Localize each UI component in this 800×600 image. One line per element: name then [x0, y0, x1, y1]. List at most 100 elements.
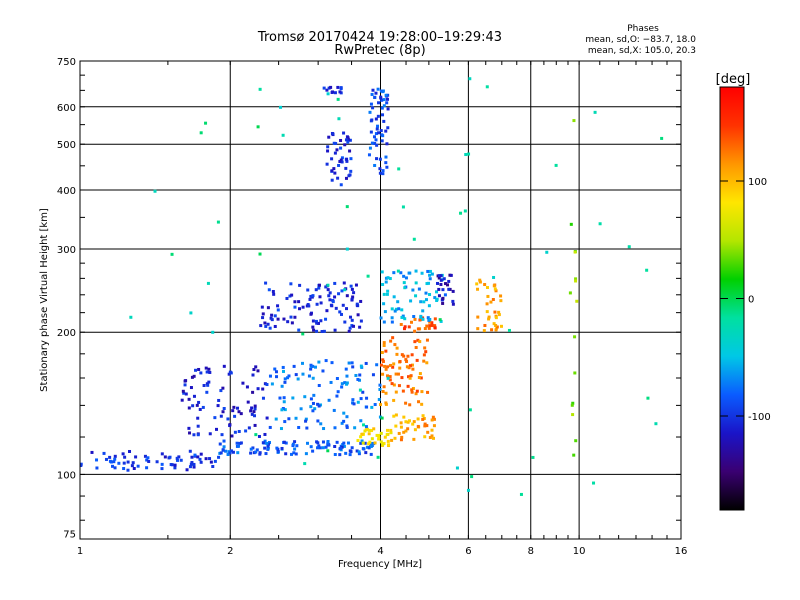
data-point	[237, 410, 241, 414]
data-point	[303, 395, 307, 399]
data-point	[381, 443, 385, 447]
data-point	[263, 382, 267, 386]
data-point	[413, 329, 417, 333]
data-point	[394, 390, 398, 394]
data-point	[379, 89, 383, 93]
data-point	[345, 415, 349, 419]
y-tick-label: 600	[57, 103, 76, 114]
data-point	[291, 442, 295, 446]
data-point	[253, 414, 257, 418]
data-point	[163, 455, 167, 459]
data-point	[379, 316, 383, 320]
data-point	[466, 488, 470, 492]
data-point	[381, 358, 385, 362]
data-point	[341, 303, 345, 307]
data-point	[442, 277, 446, 281]
data-point	[415, 389, 419, 393]
data-point	[227, 372, 231, 376]
data-point	[206, 383, 210, 387]
data-point	[305, 426, 309, 430]
data-point	[271, 289, 275, 293]
data-point	[273, 324, 277, 328]
data-point	[433, 317, 437, 321]
data-point	[187, 397, 191, 401]
data-point	[287, 417, 291, 421]
data-point	[111, 464, 115, 468]
data-point	[327, 398, 331, 402]
data-point	[276, 304, 280, 308]
data-point	[293, 447, 297, 451]
data-point	[335, 377, 339, 381]
y-axis-label: Stationary phase Virtual Height [km]	[39, 208, 50, 392]
data-point	[197, 400, 201, 404]
data-point	[220, 433, 224, 437]
data-point	[419, 314, 423, 318]
data-point	[430, 272, 434, 276]
data-point	[309, 367, 313, 371]
data-point	[342, 411, 346, 415]
data-point	[261, 316, 265, 320]
x-axis-label: Frequency [MHz]	[338, 559, 422, 570]
data-point	[388, 375, 392, 379]
data-point	[268, 441, 272, 445]
data-point	[345, 382, 349, 386]
data-point	[236, 406, 240, 410]
data-point	[160, 452, 164, 456]
data-point	[359, 419, 363, 423]
phases-line-o: mean, sd,O: −83.7, 18.0	[585, 35, 696, 45]
data-point	[224, 449, 228, 453]
data-point	[383, 435, 387, 439]
data-point	[328, 291, 332, 295]
axis-ticks	[79, 60, 682, 539]
data-point	[437, 287, 441, 291]
data-point	[358, 373, 362, 377]
data-point	[402, 430, 406, 434]
data-point	[251, 446, 255, 450]
data-point	[311, 409, 315, 413]
y-tick-label: 300	[57, 245, 76, 256]
data-point	[193, 453, 197, 457]
data-point	[413, 428, 417, 432]
data-point	[377, 436, 381, 440]
data-point	[283, 380, 287, 384]
data-point	[435, 290, 439, 294]
data-point	[292, 451, 296, 455]
data-point	[228, 424, 232, 428]
data-point	[170, 463, 174, 467]
data-point	[386, 107, 390, 111]
data-point	[414, 345, 418, 349]
data-point	[438, 318, 442, 322]
data-point	[263, 446, 267, 450]
data-point	[418, 372, 422, 376]
data-point	[381, 169, 385, 173]
data-point	[326, 149, 330, 153]
data-point	[422, 416, 426, 420]
data-point	[309, 312, 313, 316]
data-point	[412, 315, 416, 319]
data-point	[338, 310, 342, 314]
x-tick-label: 1	[77, 546, 83, 557]
data-point	[386, 276, 390, 280]
data-point	[428, 269, 432, 273]
data-point	[592, 481, 596, 485]
data-point	[388, 378, 392, 382]
data-point	[400, 435, 404, 439]
data-point	[265, 383, 269, 387]
data-point	[311, 325, 315, 329]
data-point	[531, 455, 535, 459]
colorbar-tick-label: 0	[748, 295, 754, 306]
data-point	[254, 433, 258, 437]
data-point	[421, 309, 425, 313]
data-point	[206, 281, 210, 285]
data-point	[574, 279, 578, 283]
data-point	[494, 328, 498, 332]
data-point	[378, 387, 382, 391]
data-point	[348, 326, 352, 330]
data-point	[192, 433, 196, 437]
data-point	[253, 423, 257, 427]
data-point	[218, 442, 222, 446]
data-point	[173, 463, 177, 467]
data-point	[402, 354, 406, 358]
data-point	[246, 400, 250, 404]
data-point	[208, 457, 212, 461]
